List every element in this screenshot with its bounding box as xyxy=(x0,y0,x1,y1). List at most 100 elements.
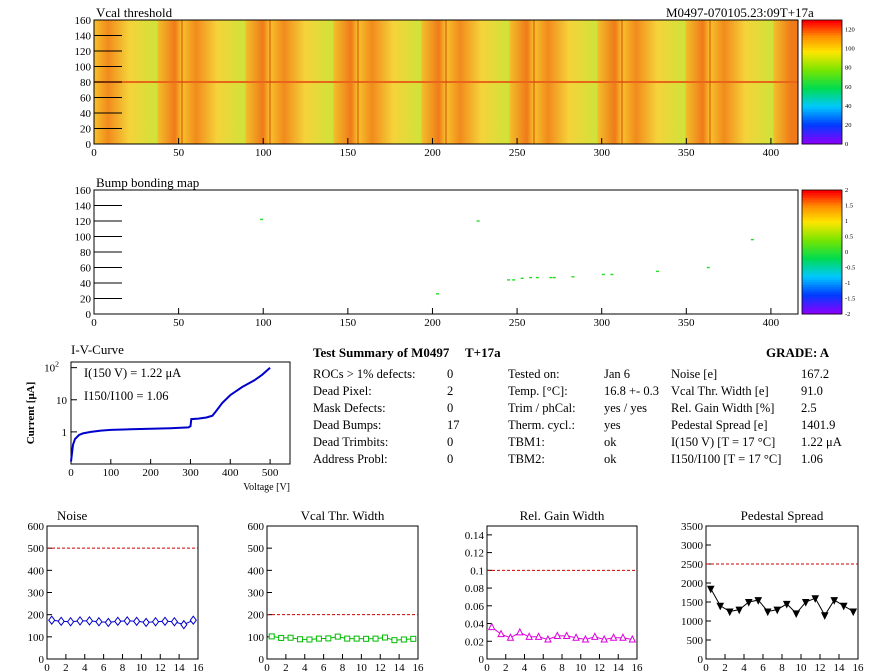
data-point xyxy=(104,617,112,628)
y-tick-label: 0 xyxy=(259,654,265,666)
palette-cell xyxy=(802,126,842,130)
palette-label: 2 xyxy=(845,187,848,194)
palette-cell xyxy=(802,20,842,23)
y-tick-label: 1 xyxy=(62,427,68,439)
dead-bump xyxy=(610,273,614,276)
palette-cell xyxy=(802,304,842,308)
palette-cell xyxy=(802,266,842,270)
x-tick-label: 0 xyxy=(91,147,97,159)
y-tick-label: 1000 xyxy=(681,616,704,628)
palette-cell xyxy=(802,69,842,73)
x-tick-label: 400 xyxy=(763,147,780,159)
palette-cell xyxy=(802,121,842,125)
x-tick-label: 10 xyxy=(356,662,368,672)
palette-cell xyxy=(802,49,842,53)
y-tick-label: 10 xyxy=(56,395,68,407)
small-chart-title: Vcal Thr. Width xyxy=(301,508,385,523)
dead-bump xyxy=(656,270,660,273)
x-tick-label: 6 xyxy=(101,662,107,672)
palette-cell xyxy=(802,104,842,108)
data-point xyxy=(381,634,388,641)
y-tick-label: 100 xyxy=(28,632,45,644)
summary-left-label: Dead Pixel: xyxy=(313,384,372,398)
y-tick-label: 0 xyxy=(39,654,45,666)
palette-label: -2 xyxy=(845,311,850,318)
summary-mid-label: TBM2: xyxy=(508,452,545,466)
palette-cell xyxy=(802,34,842,38)
data-point xyxy=(85,616,94,626)
palette-cell xyxy=(802,37,842,41)
palette-cell xyxy=(802,279,842,283)
summary-mid-value: yes / yes xyxy=(604,401,648,415)
grade: GRADE: A xyxy=(766,345,830,360)
palette-label: 120 xyxy=(845,27,855,34)
y-tick-label: 0 xyxy=(698,654,704,666)
x-tick-label: 12 xyxy=(155,662,166,672)
x-tick-label: 150 xyxy=(340,147,357,159)
data-point xyxy=(123,616,131,626)
data-point xyxy=(48,615,56,626)
data-point xyxy=(628,634,637,643)
y-tick-label: 100 xyxy=(248,632,265,644)
summary-left-value: 17 xyxy=(447,418,460,432)
palette-cell xyxy=(802,264,842,268)
tick-label: 102 xyxy=(44,360,59,375)
palette-cell xyxy=(802,249,842,253)
data-point xyxy=(782,600,791,609)
data-point xyxy=(591,632,599,640)
palette-label: -1 xyxy=(845,280,850,287)
data-point xyxy=(306,636,313,643)
palette-frame xyxy=(801,19,843,145)
iv-curve xyxy=(70,366,271,462)
y-tick-label: 600 xyxy=(248,521,265,533)
x-tick-label: 8 xyxy=(779,662,785,672)
x-tick-label: 14 xyxy=(613,662,625,672)
y-tick-label: 500 xyxy=(28,543,45,555)
data-point xyxy=(66,616,75,627)
palette-label: -1.5 xyxy=(845,296,855,303)
x-tick-label: 0 xyxy=(91,317,97,329)
plot-frame xyxy=(70,361,291,465)
y-tick-label: 80 xyxy=(80,77,92,89)
palette-cell xyxy=(802,284,842,288)
palette-cell xyxy=(802,209,842,213)
y-tick-label: 2500 xyxy=(681,559,704,571)
x-tick-label: 10 xyxy=(136,662,148,672)
palette-cell xyxy=(802,59,842,63)
palette-cell xyxy=(802,42,842,46)
y-tick-label: 160 xyxy=(75,15,92,27)
x-tick-label: 250 xyxy=(509,147,526,159)
x-tick-label: 2 xyxy=(722,662,728,672)
palette-cell xyxy=(802,190,842,193)
x-tick-label: 2 xyxy=(283,662,289,672)
palette-cell xyxy=(802,106,842,110)
dead-bump xyxy=(601,273,605,276)
x-tick-label: 4 xyxy=(741,662,747,672)
summary-right-value: 2.5 xyxy=(801,401,817,415)
data-point xyxy=(95,616,103,627)
x-tick-label: 6 xyxy=(321,662,327,672)
y-tick-label: 0 xyxy=(86,139,92,151)
y-tick-label: 100 xyxy=(75,62,92,74)
data-point xyxy=(372,635,379,642)
palette-cell xyxy=(802,299,842,303)
data-point xyxy=(811,595,820,603)
palette-label: -0.5 xyxy=(845,265,855,272)
module-id: M0497-070105.23:09T+17a xyxy=(666,5,814,20)
data-point xyxy=(849,608,858,617)
x-tick-label: 0 xyxy=(484,662,490,672)
data-point xyxy=(353,635,360,642)
y-tick-label: 600 xyxy=(28,521,45,533)
data-point xyxy=(142,617,150,628)
dead-bump xyxy=(476,220,480,222)
x-tick-label: 10 xyxy=(575,662,587,672)
data-point xyxy=(830,597,839,605)
y-tick-label: 40 xyxy=(80,108,92,120)
y-tick-label: 1500 xyxy=(681,597,704,609)
palette-cell xyxy=(802,136,842,140)
series-line xyxy=(491,626,633,641)
dead-bump xyxy=(260,218,264,221)
palette-cell xyxy=(802,32,842,36)
data-point xyxy=(391,637,398,644)
x-tick-label: 400 xyxy=(763,317,780,329)
